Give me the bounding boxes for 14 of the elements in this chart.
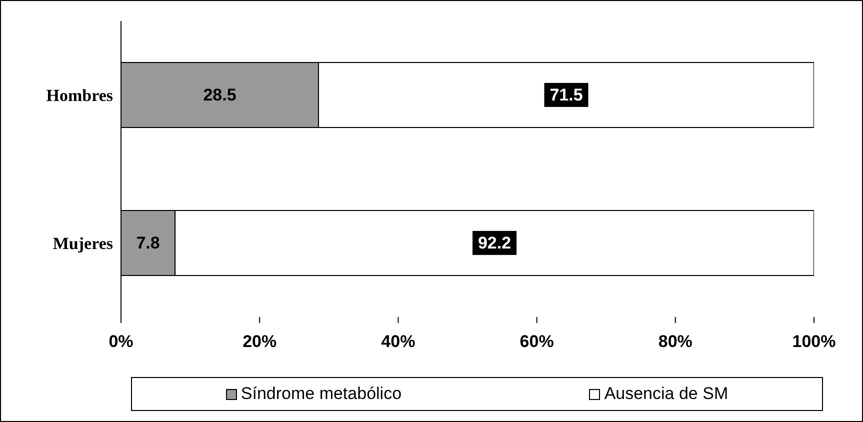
x-tick-label: 0% — [108, 332, 134, 352]
y-tick-label: Hombres — [46, 86, 114, 106]
y-tick-label: Mujeres — [52, 234, 114, 254]
legend-label: Ausencia de SM — [604, 384, 728, 404]
data-label: 7.8 — [136, 233, 160, 252]
data-label: 71.5 — [550, 85, 583, 104]
x-tick-label: 80% — [658, 332, 692, 352]
legend-label: Síndrome metabólico — [240, 384, 402, 404]
data-label: 28.5 — [203, 85, 236, 104]
x-tick-label: 60% — [520, 332, 554, 352]
x-tick-label: 100% — [792, 332, 836, 352]
data-label: 92.2 — [478, 233, 512, 252]
x-tick-label: 20% — [242, 332, 277, 352]
x-tick-label: 40% — [381, 332, 416, 352]
